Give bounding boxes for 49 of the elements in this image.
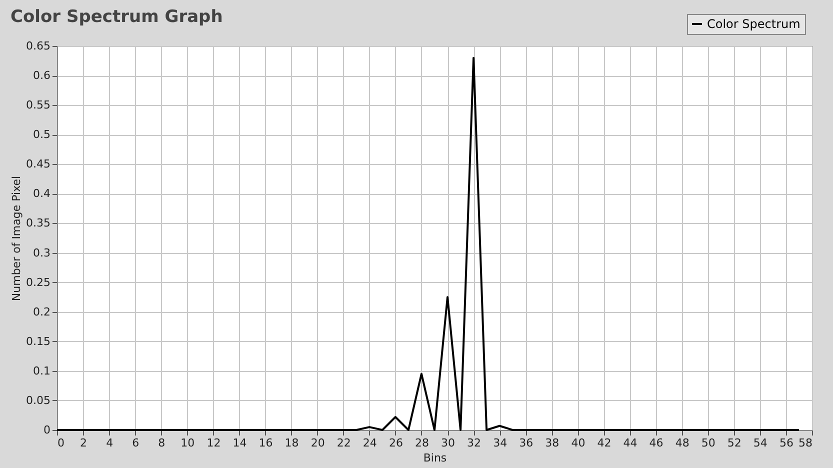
y-tick-label: 0.05	[26, 394, 50, 407]
x-tick-label: 22	[336, 436, 351, 450]
legend-label: Color Spectrum	[707, 17, 800, 31]
y-tick-label: 0.65	[26, 40, 50, 52]
x-tick-label: 36	[519, 436, 534, 450]
chart-title: Color Spectrum Graph	[10, 7, 223, 27]
y-tick-label: 0.5	[33, 128, 50, 142]
x-tick-label: 26	[388, 436, 403, 450]
y-axis-title: Number of Image Pixel	[10, 176, 24, 302]
x-tick-label: 2	[80, 436, 88, 450]
x-tick-label: 38	[545, 436, 560, 450]
y-tick-label: 0	[44, 424, 50, 436]
x-tick-label: 42	[597, 436, 612, 450]
x-tick-label: 40	[571, 436, 586, 450]
x-tick-label: 32	[467, 436, 482, 450]
x-tick-label: 48	[675, 436, 690, 450]
y-tick-label: 0.45	[26, 158, 50, 171]
y-tick-label: 0.15	[26, 334, 50, 348]
x-tick-label: 44	[623, 436, 638, 450]
x-tick-label: 50	[701, 436, 716, 450]
x-tick-label: 24	[362, 436, 377, 450]
x-axis-title: Bins	[423, 452, 447, 464]
y-tick-label: 0.4	[33, 187, 50, 200]
x-tick-label: 54	[753, 436, 768, 450]
x-tick-label: 6	[132, 436, 140, 450]
x-tick-label: 30	[441, 436, 456, 450]
x-tick-label: 34	[493, 436, 508, 450]
y-tick-label: 0.25	[26, 276, 50, 289]
x-tick-label: 56	[779, 436, 794, 450]
y-tick-label: 0.1	[33, 364, 50, 378]
x-tick-label: 58	[798, 436, 812, 450]
y-tick-label: 0.6	[33, 69, 50, 82]
x-tick-label: 18	[284, 436, 299, 450]
x-tick-label: 0	[58, 436, 64, 450]
x-tick-label: 4	[106, 436, 114, 450]
x-tick-label: 14	[232, 436, 247, 450]
x-tick-label: 46	[649, 436, 664, 450]
x-tick-label: 28	[414, 436, 429, 450]
x-tick-label: 52	[727, 436, 742, 450]
line-series	[56, 56, 800, 431]
x-tick-label: 16	[258, 436, 273, 450]
x-tick-label: 12	[206, 436, 221, 450]
x-tick-label: 8	[158, 436, 166, 450]
y-tick-label: 0.3	[33, 246, 50, 260]
x-tick-label: 20	[310, 436, 325, 450]
x-tick-label: 10	[180, 436, 195, 450]
y-tick-label: 0.2	[33, 305, 50, 318]
y-tick-label: 0.35	[26, 216, 50, 230]
y-tick-label: 0.55	[26, 98, 50, 112]
